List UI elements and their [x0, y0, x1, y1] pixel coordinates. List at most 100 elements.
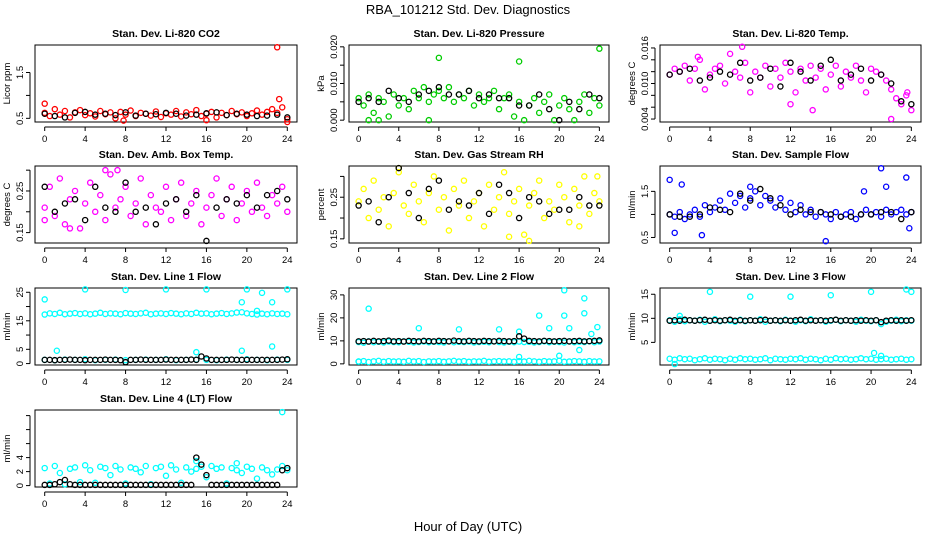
- data-point: [233, 459, 241, 467]
- data-point: [203, 110, 210, 117]
- data-point: [877, 208, 885, 216]
- data-point: [741, 204, 749, 211]
- plot-frame: [34, 165, 298, 244]
- data-point: [127, 212, 134, 220]
- data-point: [837, 83, 845, 90]
- data-point: [102, 464, 109, 472]
- data-point: [142, 221, 150, 228]
- panel: Stan. Dev. Gas Stream RH percent 0 4 8 12 16 20…: [316, 149, 610, 266]
- data-point: [258, 289, 266, 297]
- data-point: [132, 208, 139, 216]
- data-point: [198, 221, 205, 228]
- x-tick-label: 16: [825, 134, 836, 145]
- data-point: [420, 218, 428, 226]
- data-point: [480, 223, 488, 230]
- data-point: [132, 200, 139, 207]
- data-point: [827, 291, 835, 299]
- data-point: [898, 355, 905, 362]
- data-point: [515, 185, 523, 193]
- data-point: [762, 62, 769, 69]
- data-point: [525, 102, 533, 109]
- data-point: [117, 108, 124, 116]
- data-point: [480, 98, 488, 106]
- data-point: [867, 211, 875, 218]
- data-point: [273, 44, 281, 51]
- data-point: [182, 310, 190, 317]
- data-point: [365, 305, 372, 312]
- data-point: [278, 183, 286, 191]
- data-point: [360, 102, 367, 109]
- data-point: [908, 316, 915, 324]
- data-point: [686, 316, 694, 324]
- data-point: [877, 352, 885, 360]
- data-point: [167, 462, 175, 469]
- data-point: [53, 347, 61, 354]
- data-point: [475, 189, 483, 197]
- panel: Stan. Dev. Line 4 (LT) Flow ml/min 0 4 8 12 16…: [2, 393, 298, 510]
- data-point: [872, 356, 880, 363]
- data-point: [203, 204, 210, 211]
- data-point: [777, 74, 784, 81]
- data-point: [86, 466, 94, 474]
- data-point: [273, 187, 281, 195]
- data-point: [726, 355, 734, 362]
- data-point: [445, 83, 453, 91]
- data-point: [142, 204, 150, 211]
- data-point: [520, 231, 528, 238]
- data-point: [736, 74, 744, 81]
- data-point: [787, 68, 794, 75]
- data-point: [395, 168, 403, 176]
- data-point: [278, 104, 286, 111]
- x-tick-label: 20: [242, 255, 253, 266]
- data-point: [882, 183, 890, 190]
- data-point: [867, 77, 875, 84]
- y-tick-label: 0.5: [15, 112, 26, 125]
- x-tick-label: 12: [161, 255, 172, 266]
- data-point: [746, 195, 754, 202]
- data-point: [81, 216, 89, 224]
- data-point: [122, 358, 129, 366]
- data-point: [233, 200, 241, 207]
- data-point: [706, 288, 714, 296]
- y-tick-label: 0: [15, 361, 26, 366]
- data-point: [807, 77, 814, 84]
- data-point: [832, 208, 840, 216]
- data-point: [812, 74, 819, 81]
- y-axis-label: ml/min: [316, 313, 327, 341]
- data-point: [827, 211, 835, 218]
- data-point: [365, 358, 372, 366]
- data-point: [555, 352, 563, 360]
- data-point: [365, 198, 372, 205]
- data-point: [66, 465, 74, 473]
- data-point: [41, 464, 48, 472]
- data-point: [520, 335, 528, 342]
- panel-title: Stan. Dev. Line 3 Flow: [735, 271, 846, 283]
- data-point: [555, 102, 563, 109]
- x-tick-label: 0: [667, 255, 672, 266]
- data-point: [97, 463, 104, 470]
- data-point: [691, 317, 699, 324]
- data-point: [415, 91, 423, 98]
- data-point: [193, 454, 200, 461]
- data-point: [76, 310, 84, 318]
- data-point: [112, 111, 119, 119]
- data-point: [107, 109, 114, 116]
- x-tick-label: 4: [707, 377, 712, 388]
- data-point: [515, 102, 523, 109]
- data-point: [490, 87, 498, 95]
- data-point: [455, 202, 463, 209]
- data-point: [586, 109, 593, 117]
- y-tick-label: 0.15: [329, 230, 340, 249]
- data-point: [157, 463, 165, 470]
- data-point: [726, 208, 734, 216]
- x-tick-label: 8: [123, 255, 128, 266]
- data-point: [86, 310, 94, 318]
- y-axis-label: ml/min: [627, 191, 638, 219]
- data-point: [415, 214, 423, 222]
- data-point: [430, 173, 438, 180]
- data-point: [505, 91, 513, 98]
- data-points: [355, 287, 603, 366]
- y-tick-label: 5: [640, 340, 651, 345]
- data-point: [81, 310, 89, 317]
- data-point: [56, 309, 64, 317]
